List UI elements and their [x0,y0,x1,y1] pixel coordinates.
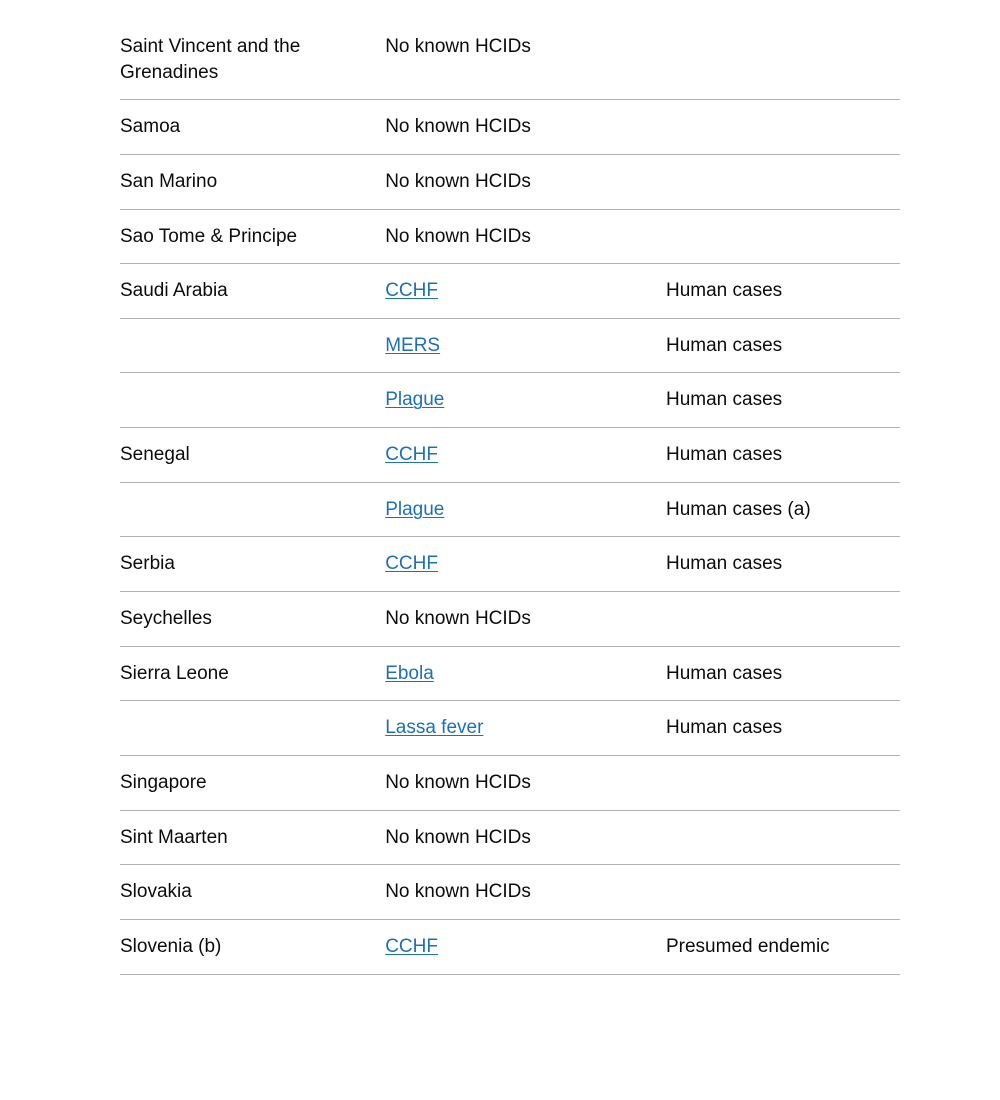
status-cell: Human cases [666,264,900,319]
disease-text: No known HCIDs [385,116,531,137]
status-cell [666,154,900,209]
country-cell: Seychelles [120,592,385,647]
disease-link[interactable]: CCHF [385,553,438,574]
hcid-table-body: Saint Vincent and the GrenadinesNo known… [120,20,900,974]
status-cell: Human cases (a) [666,482,900,537]
table-row: Plague Human cases (a) [120,482,900,537]
disease-cell: No known HCIDs [385,755,666,810]
disease-link[interactable]: Plague [385,389,444,410]
country-cell: Senegal [120,428,385,483]
hcid-table: Saint Vincent and the GrenadinesNo known… [120,20,900,975]
disease-cell: Plague [385,373,666,428]
status-cell: Human cases [666,373,900,428]
status-cell [666,100,900,155]
country-cell: Singapore [120,755,385,810]
country-cell: Saint Vincent and the Grenadines [120,20,385,100]
status-cell [666,592,900,647]
status-cell: Human cases [666,701,900,756]
table-row: Sierra LeoneEbola Human cases [120,646,900,701]
country-cell: Samoa [120,100,385,155]
disease-cell: No known HCIDs [385,154,666,209]
table-row: Saudi ArabiaCCHF Human cases [120,264,900,319]
table-row: Sao Tome & PrincipeNo known HCIDs [120,209,900,264]
disease-text: No known HCIDs [385,827,531,848]
table-row: SenegalCCHF Human cases [120,428,900,483]
table-row: SamoaNo known HCIDs [120,100,900,155]
country-cell [120,318,385,373]
country-cell [120,482,385,537]
table-row: Saint Vincent and the GrenadinesNo known… [120,20,900,100]
disease-link[interactable]: MERS [385,335,440,356]
disease-cell: No known HCIDs [385,100,666,155]
disease-cell: No known HCIDs [385,810,666,865]
disease-cell: No known HCIDs [385,20,666,100]
country-cell: Saudi Arabia [120,264,385,319]
disease-text: No known HCIDs [385,226,531,247]
disease-cell: MERS [385,318,666,373]
disease-cell: No known HCIDs [385,209,666,264]
country-cell: San Marino [120,154,385,209]
disease-text: No known HCIDs [385,881,531,902]
hcid-table-container: Saint Vincent and the GrenadinesNo known… [0,20,1000,975]
status-cell: Human cases [666,646,900,701]
country-cell: Sierra Leone [120,646,385,701]
disease-text: No known HCIDs [385,36,531,57]
table-row: San MarinoNo known HCIDs [120,154,900,209]
disease-link[interactable]: Plague [385,499,444,520]
disease-cell: Ebola [385,646,666,701]
disease-link[interactable]: CCHF [385,280,438,301]
table-row: SlovakiaNo known HCIDs [120,865,900,920]
table-row: SingaporeNo known HCIDs [120,755,900,810]
table-row: SerbiaCCHF Human cases [120,537,900,592]
status-cell: Human cases [666,318,900,373]
disease-cell: Lassa fever [385,701,666,756]
country-cell: Serbia [120,537,385,592]
disease-cell: CCHF [385,537,666,592]
table-row: Slovenia (b)CCHF Presumed endemic [120,919,900,974]
disease-link[interactable]: Lassa fever [385,717,483,738]
table-row: MERS Human cases [120,318,900,373]
country-cell: Slovenia (b) [120,919,385,974]
disease-text: No known HCIDs [385,608,531,629]
table-row: Sint MaartenNo known HCIDs [120,810,900,865]
status-cell: Presumed endemic [666,919,900,974]
disease-cell: No known HCIDs [385,865,666,920]
table-row: Plague Human cases [120,373,900,428]
status-cell [666,810,900,865]
disease-link[interactable]: CCHF [385,936,438,957]
table-row: Lassa fever Human cases [120,701,900,756]
status-cell: Human cases [666,537,900,592]
country-cell [120,701,385,756]
disease-cell: CCHF [385,919,666,974]
country-cell: Slovakia [120,865,385,920]
disease-link[interactable]: CCHF [385,444,438,465]
disease-text: No known HCIDs [385,772,531,793]
status-cell [666,865,900,920]
disease-text: No known HCIDs [385,171,531,192]
disease-cell: CCHF [385,264,666,319]
country-cell: Sint Maarten [120,810,385,865]
disease-link[interactable]: Ebola [385,663,434,684]
disease-cell: CCHF [385,428,666,483]
table-row: SeychellesNo known HCIDs [120,592,900,647]
country-cell [120,373,385,428]
status-cell [666,755,900,810]
disease-cell: Plague [385,482,666,537]
disease-cell: No known HCIDs [385,592,666,647]
country-cell: Sao Tome & Principe [120,209,385,264]
status-cell [666,209,900,264]
status-cell: Human cases [666,428,900,483]
status-cell [666,20,900,100]
